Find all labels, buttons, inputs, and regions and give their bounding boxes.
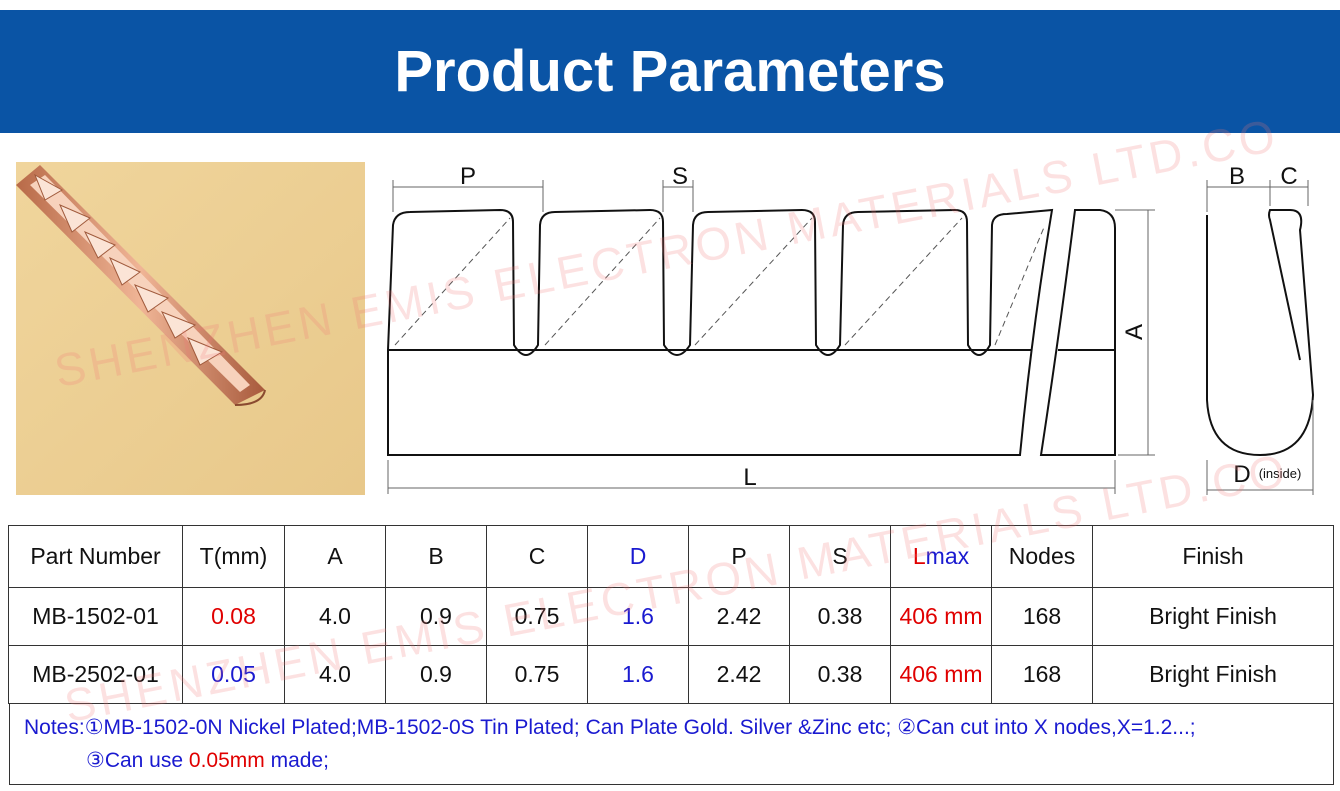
- label-a: A: [1121, 324, 1148, 340]
- table-cell: 168: [991, 645, 1093, 704]
- note-text: 0.05mm: [188, 749, 265, 772]
- table-cell: 1.6: [587, 587, 689, 646]
- table-cell: 2.42: [688, 645, 790, 704]
- header-cell: T(mm): [182, 525, 285, 588]
- table-row: MB-2502-01 0.05 4.0 0.9 0.75 1.6 2.42 0.38 406 m…: [8, 645, 1334, 704]
- strip: [16, 165, 266, 406]
- table-cell: 0.9: [385, 645, 487, 704]
- table-cell: Bright Finish: [1092, 587, 1334, 646]
- header-cell: Nodes: [991, 525, 1093, 588]
- header-band: [0, 10, 1340, 133]
- header-cell: D: [587, 525, 689, 588]
- parameter-table: Part Number T(mm) A B C D P S Lmax Nodes…: [8, 525, 1334, 704]
- header-cell: Lmax: [890, 525, 992, 588]
- label-d: D: [1233, 461, 1250, 488]
- table-cell: 1.6: [587, 645, 689, 704]
- header-cell: Part Number: [8, 525, 183, 588]
- header-cell: A: [284, 525, 386, 588]
- note-line: Notes:①MB-1502-0N Nickel Plated;MB-1502-…: [24, 716, 1196, 739]
- table-cell: 2.42: [688, 587, 790, 646]
- note-text: made;: [264, 749, 329, 772]
- hatch: [394, 217, 1046, 346]
- header-cell: C: [486, 525, 588, 588]
- label-inside: (inside): [1259, 466, 1302, 481]
- dimension-lines: [387, 180, 1314, 495]
- note-text: ③Can use: [86, 749, 189, 772]
- table-cell: 406 mm: [890, 587, 992, 646]
- table-cell: 0.08: [182, 587, 285, 646]
- table-cell: MB-1502-01: [8, 587, 183, 646]
- note-line: ③Can use 0.05mm made;: [86, 748, 329, 773]
- table-cell: 4.0: [284, 645, 386, 704]
- table-cell: 0.05: [182, 645, 285, 704]
- diagram: P S L A B C D (inside): [16, 162, 1315, 495]
- label-b: B: [1229, 163, 1245, 190]
- header-text: L: [912, 543, 926, 569]
- label-s: S: [672, 163, 688, 190]
- notes: Notes:①MB-1502-0N Nickel Plated;MB-1502-…: [9, 703, 1334, 785]
- table-cell: 0.38: [789, 645, 891, 704]
- table-cell: MB-2502-01: [8, 645, 183, 704]
- label-l: L: [743, 464, 756, 491]
- table-cell: 4.0: [284, 587, 386, 646]
- label-p: P: [460, 163, 476, 190]
- label-c: C: [1280, 163, 1297, 190]
- table-cell: 0.75: [486, 645, 588, 704]
- table-row: MB-1502-01 0.08 4.0 0.9 0.75 1.6 2.42 0.38 406 m…: [8, 587, 1334, 646]
- header-cell: Finish: [1092, 525, 1334, 588]
- table-cell: 0.75: [486, 587, 588, 646]
- title: Product Parameters: [394, 39, 946, 104]
- header-cell: S: [789, 525, 891, 588]
- table-cell: 0.38: [789, 587, 891, 646]
- table-cell: 406 mm: [890, 645, 992, 704]
- table-cell: Bright Finish: [1092, 645, 1334, 704]
- table-cell: 0.9: [385, 587, 487, 646]
- header-text: max: [925, 543, 970, 569]
- header-cell: P: [688, 525, 790, 588]
- dimension-labels: P S L A B C D (inside): [460, 163, 1301, 491]
- strip-drawing: [387, 208, 1315, 457]
- header-cell: B: [385, 525, 487, 588]
- table-cell: 168: [991, 587, 1093, 646]
